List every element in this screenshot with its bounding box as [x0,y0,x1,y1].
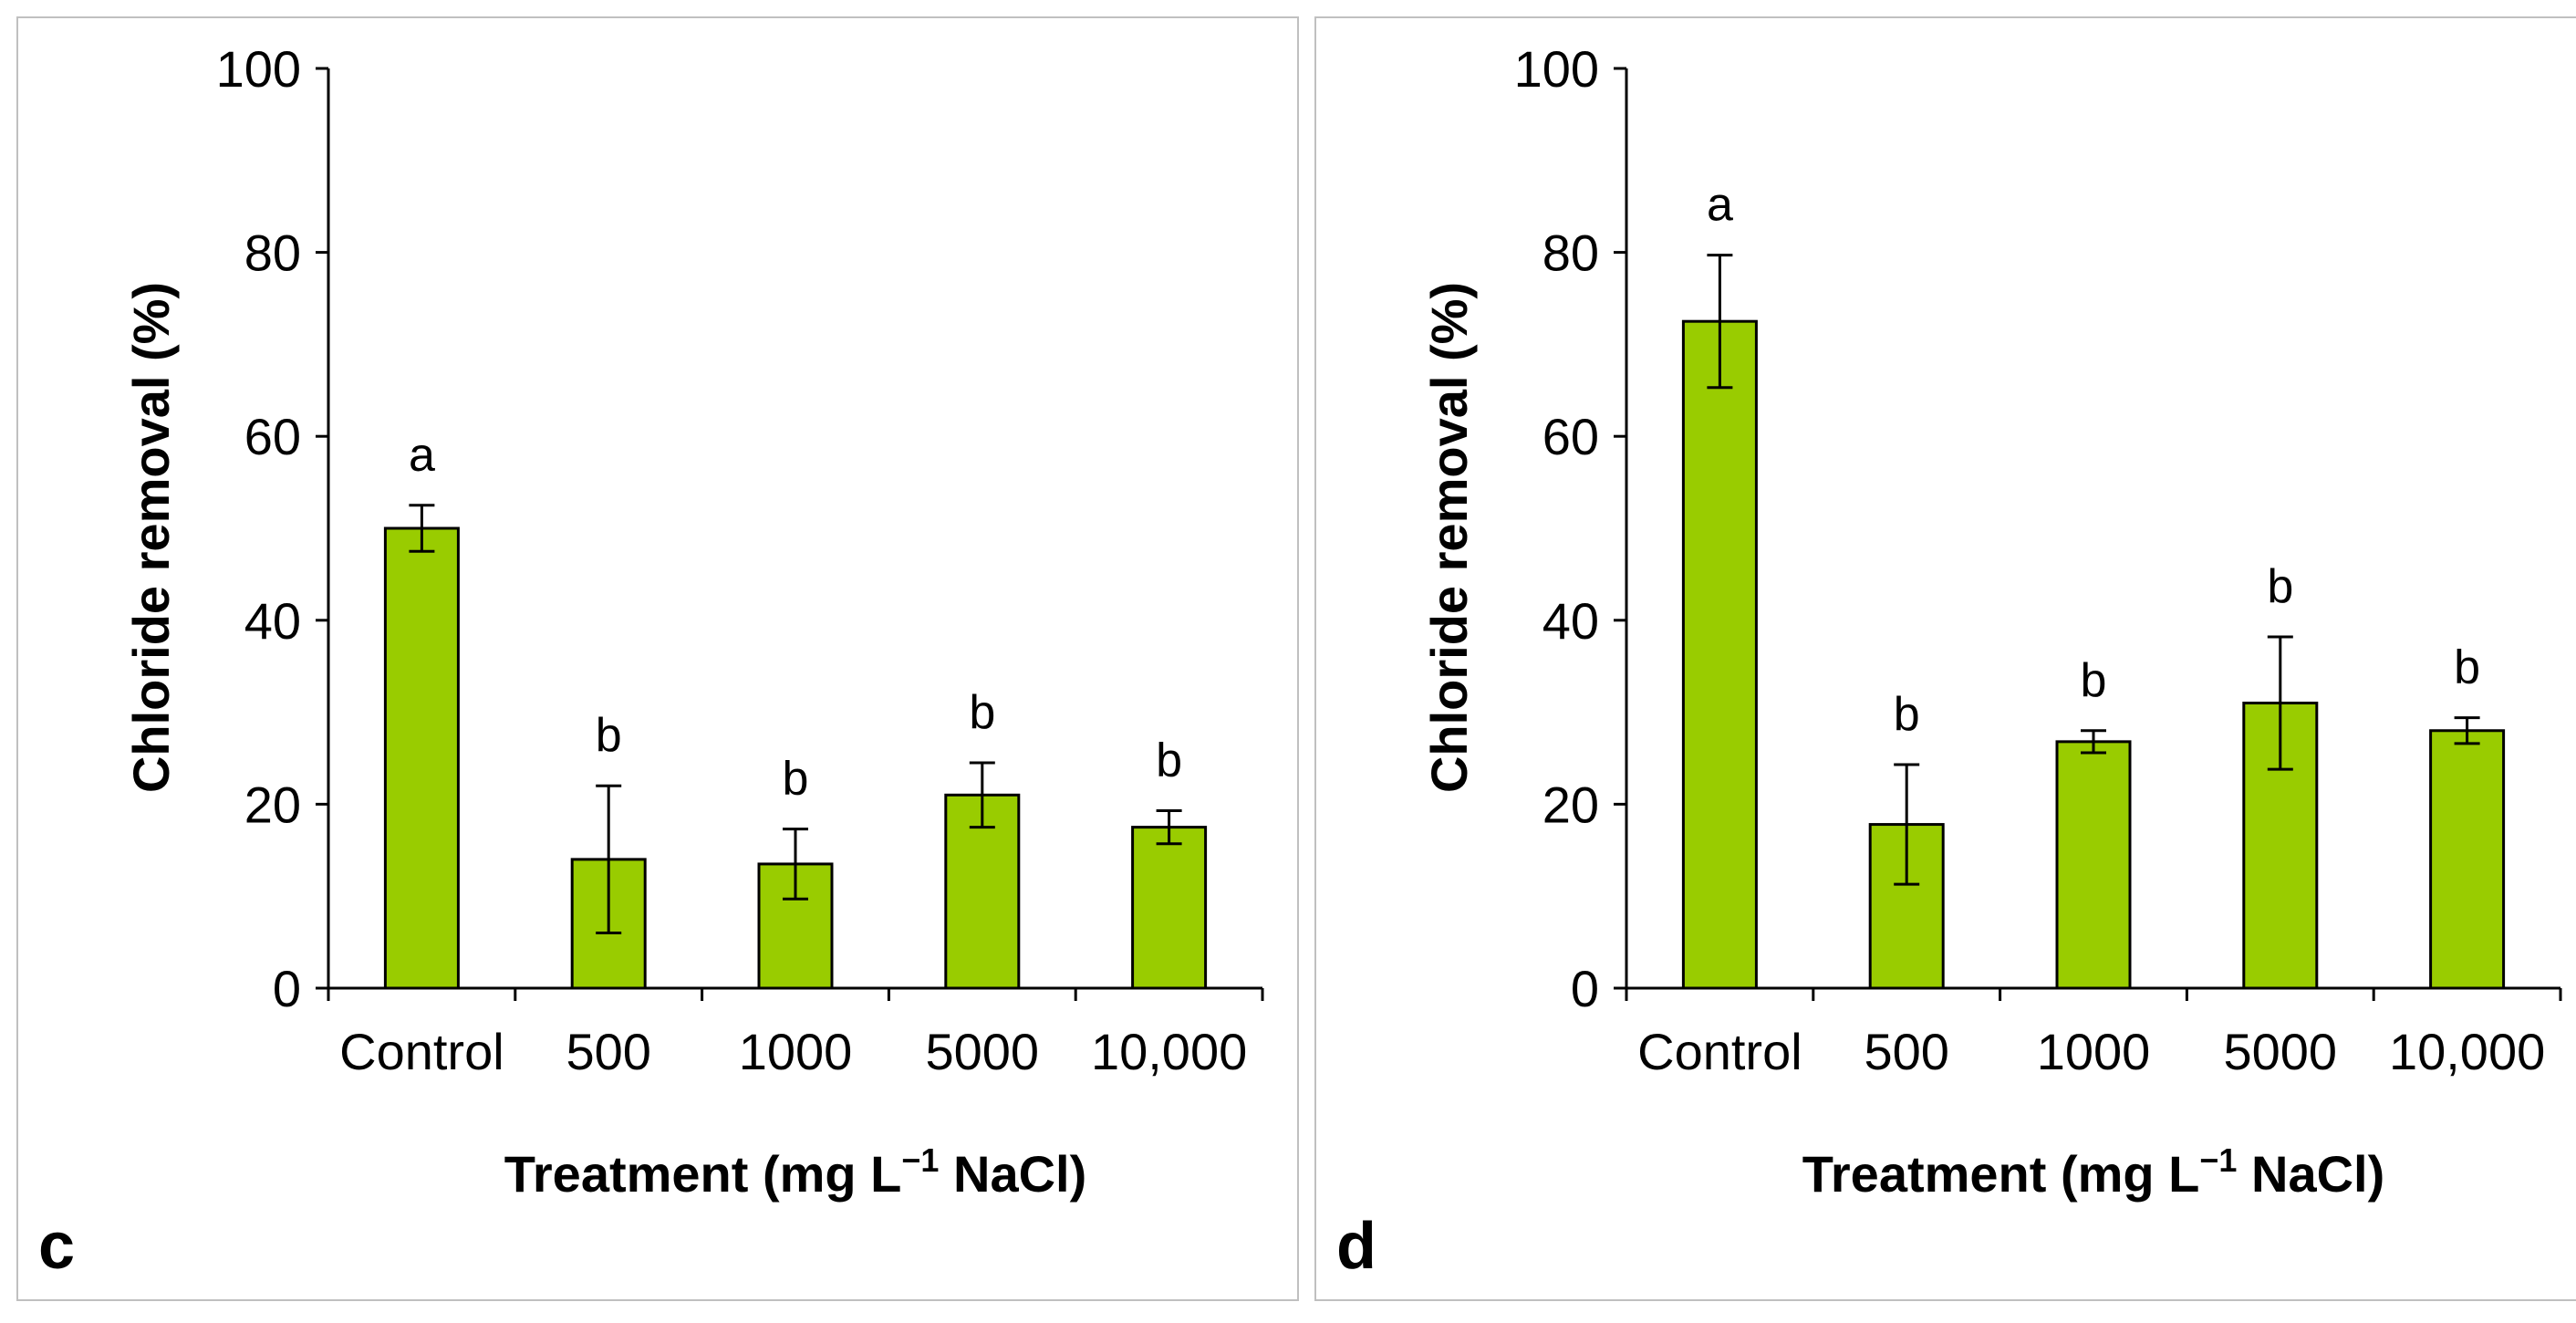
significance-letter: b [969,686,995,739]
chart-svg-d: 0 20 40 60 80 100 a Control b 500 b 1000 b 5000 b 10,00… [1336,40,2562,1283]
significance-letter: b [1894,688,1920,741]
y-axis-title: Chloride removal (%) [122,282,180,793]
y-tick-label: 100 [216,40,301,98]
y-tick-label: 20 [244,776,301,833]
chart-svg-c: 0 20 40 60 80 100 a Control b 500 b 1000 b 5000 b 10,00… [38,40,1264,1283]
panel-label: d [1336,1210,1376,1283]
bar [383,526,460,990]
y-tick-label: 0 [1571,960,1599,1017]
x-tick-label: Control [339,1023,504,1080]
x-axis-title-superscript: −1 [2199,1141,2237,1179]
x-axis-title-suffix: NaCl) [2237,1145,2384,1203]
y-tick-label: 80 [244,224,301,282]
x-tick-label: 1000 [739,1023,853,1080]
y-tick-label: 0 [273,960,301,1017]
bar [2429,729,2506,990]
panel-label: c [38,1210,75,1283]
significance-letter: a [409,429,435,482]
x-tick-label: 500 [1864,1023,1948,1080]
x-axis-title-main: Treatment (mg L [504,1145,902,1203]
x-axis-title-main: Treatment (mg L [1802,1145,2200,1203]
significance-letter: b [1156,734,1182,787]
significance-letter: b [596,709,622,762]
x-tick-label: 10,000 [1091,1023,1247,1080]
x-tick-label: 5000 [926,1023,1040,1080]
y-tick-label: 40 [1542,592,1599,650]
x-tick-label: 500 [566,1023,650,1080]
chart-panel-c: 0 20 40 60 80 100 a Control b 500 b 1000 b 5000 b 10,00… [16,16,1299,1301]
y-tick-label: 60 [244,408,301,465]
bar [1681,319,1758,990]
y-tick-label: 20 [1542,776,1599,833]
significance-letter: b [2081,654,2107,707]
significance-letter: b [783,753,809,806]
y-axis-title: Chloride removal (%) [1420,282,1478,793]
y-tick-label: 60 [1542,408,1599,465]
x-axis-title-superscript: −1 [901,1141,939,1179]
x-tick-label: Control [1637,1023,1802,1080]
bar [2055,740,2132,990]
bar [1131,826,1208,990]
significance-letter: b [2454,641,2480,694]
y-tick-label: 40 [244,592,301,650]
x-tick-label: 10,000 [2389,1023,2545,1080]
x-axis-title-suffix: NaCl) [939,1145,1086,1203]
chart-panel-d: 0 20 40 60 80 100 a Control b 500 b 1000 b 5000 b 10,00… [1314,16,2576,1301]
x-tick-label: 5000 [2224,1023,2338,1080]
bar [2242,702,2319,990]
x-tick-label: 1000 [2037,1023,2151,1080]
significance-letter: a [1707,179,1733,232]
y-tick-label: 80 [1542,224,1599,282]
x-axis-title: Treatment (mg L−1 NaCl) [1802,1141,2384,1203]
significance-letter: b [2267,560,2293,613]
y-tick-label: 100 [1514,40,1599,98]
x-axis-title: Treatment (mg L−1 NaCl) [504,1141,1086,1203]
